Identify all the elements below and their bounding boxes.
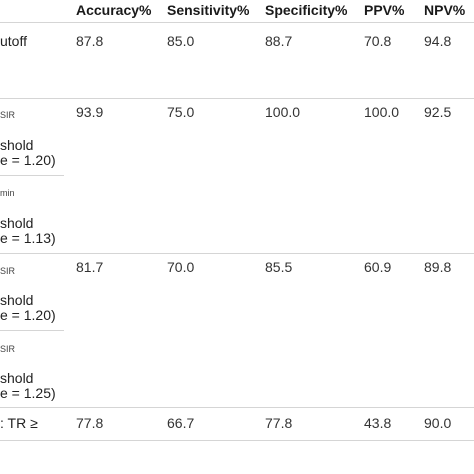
header-npv: NPV% — [424, 2, 466, 18]
sub-tag: min — [0, 188, 15, 198]
table-cell-sensitivity: 75.0 — [167, 104, 195, 120]
table-cell-sensitivity: 85.0 — [167, 33, 195, 49]
table-cell-specificity: 100.0 — [265, 104, 301, 120]
row-label: utoff — [0, 33, 27, 49]
sub-label-line2: e = 1.20) — [0, 152, 56, 168]
table-cell-specificity: 77.8 — [265, 415, 293, 431]
table-cell-sensitivity: 66.7 — [167, 415, 195, 431]
sub-tag: SIR — [0, 266, 16, 276]
table-cell-npv: 89.8 — [424, 259, 452, 275]
sub-label-line1: shold — [0, 292, 34, 308]
table-cell-accuracy: 77.8 — [76, 415, 104, 431]
table-cell-specificity: 85.5 — [265, 259, 293, 275]
sub-tag: SIR — [0, 344, 16, 354]
sub-label-line2: e = 1.13) — [0, 230, 56, 246]
sub-label-line1: shold — [0, 370, 34, 386]
table-cell-ppv: 70.8 — [364, 33, 392, 49]
table-cell-sensitivity: 70.0 — [167, 259, 195, 275]
row-divider — [0, 253, 474, 254]
sub-label-line1: shold — [0, 215, 34, 231]
header-accuracy: Accuracy% — [76, 2, 152, 18]
table-cell-specificity: 88.7 — [265, 33, 293, 49]
row-label: : TR ≥ — [0, 415, 38, 431]
sub-label-line2: e = 1.25) — [0, 385, 56, 401]
table-cell-ppv: 60.9 — [364, 259, 392, 275]
sub-divider — [0, 330, 64, 331]
table-cell-accuracy: 81.7 — [76, 259, 104, 275]
table-cell-npv: 90.0 — [424, 415, 452, 431]
table-cell-accuracy: 87.8 — [76, 33, 104, 49]
sub-label-line1: shold — [0, 137, 34, 153]
sub-tag: SIR — [0, 110, 16, 120]
row-divider — [0, 98, 474, 99]
header-sensitivity: Sensitivity% — [167, 2, 250, 18]
sub-divider — [0, 175, 64, 176]
header-specificity: Specificity% — [265, 2, 348, 18]
table-cell-npv: 92.5 — [424, 104, 452, 120]
table-cell-ppv: 100.0 — [364, 104, 400, 120]
table-cell-accuracy: 93.9 — [76, 104, 104, 120]
row-divider — [0, 440, 474, 441]
table-cell-ppv: 43.8 — [364, 415, 392, 431]
sub-label-line2: e = 1.20) — [0, 307, 56, 323]
table-cell-npv: 94.8 — [424, 33, 452, 49]
row-divider — [0, 407, 474, 408]
header-ppv: PPV% — [364, 2, 405, 18]
header-divider — [0, 22, 474, 23]
